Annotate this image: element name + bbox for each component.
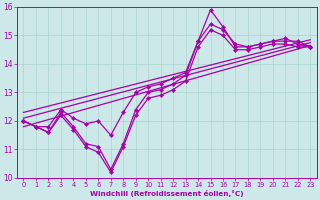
X-axis label: Windchill (Refroidissement éolien,°C): Windchill (Refroidissement éolien,°C) bbox=[90, 190, 244, 197]
